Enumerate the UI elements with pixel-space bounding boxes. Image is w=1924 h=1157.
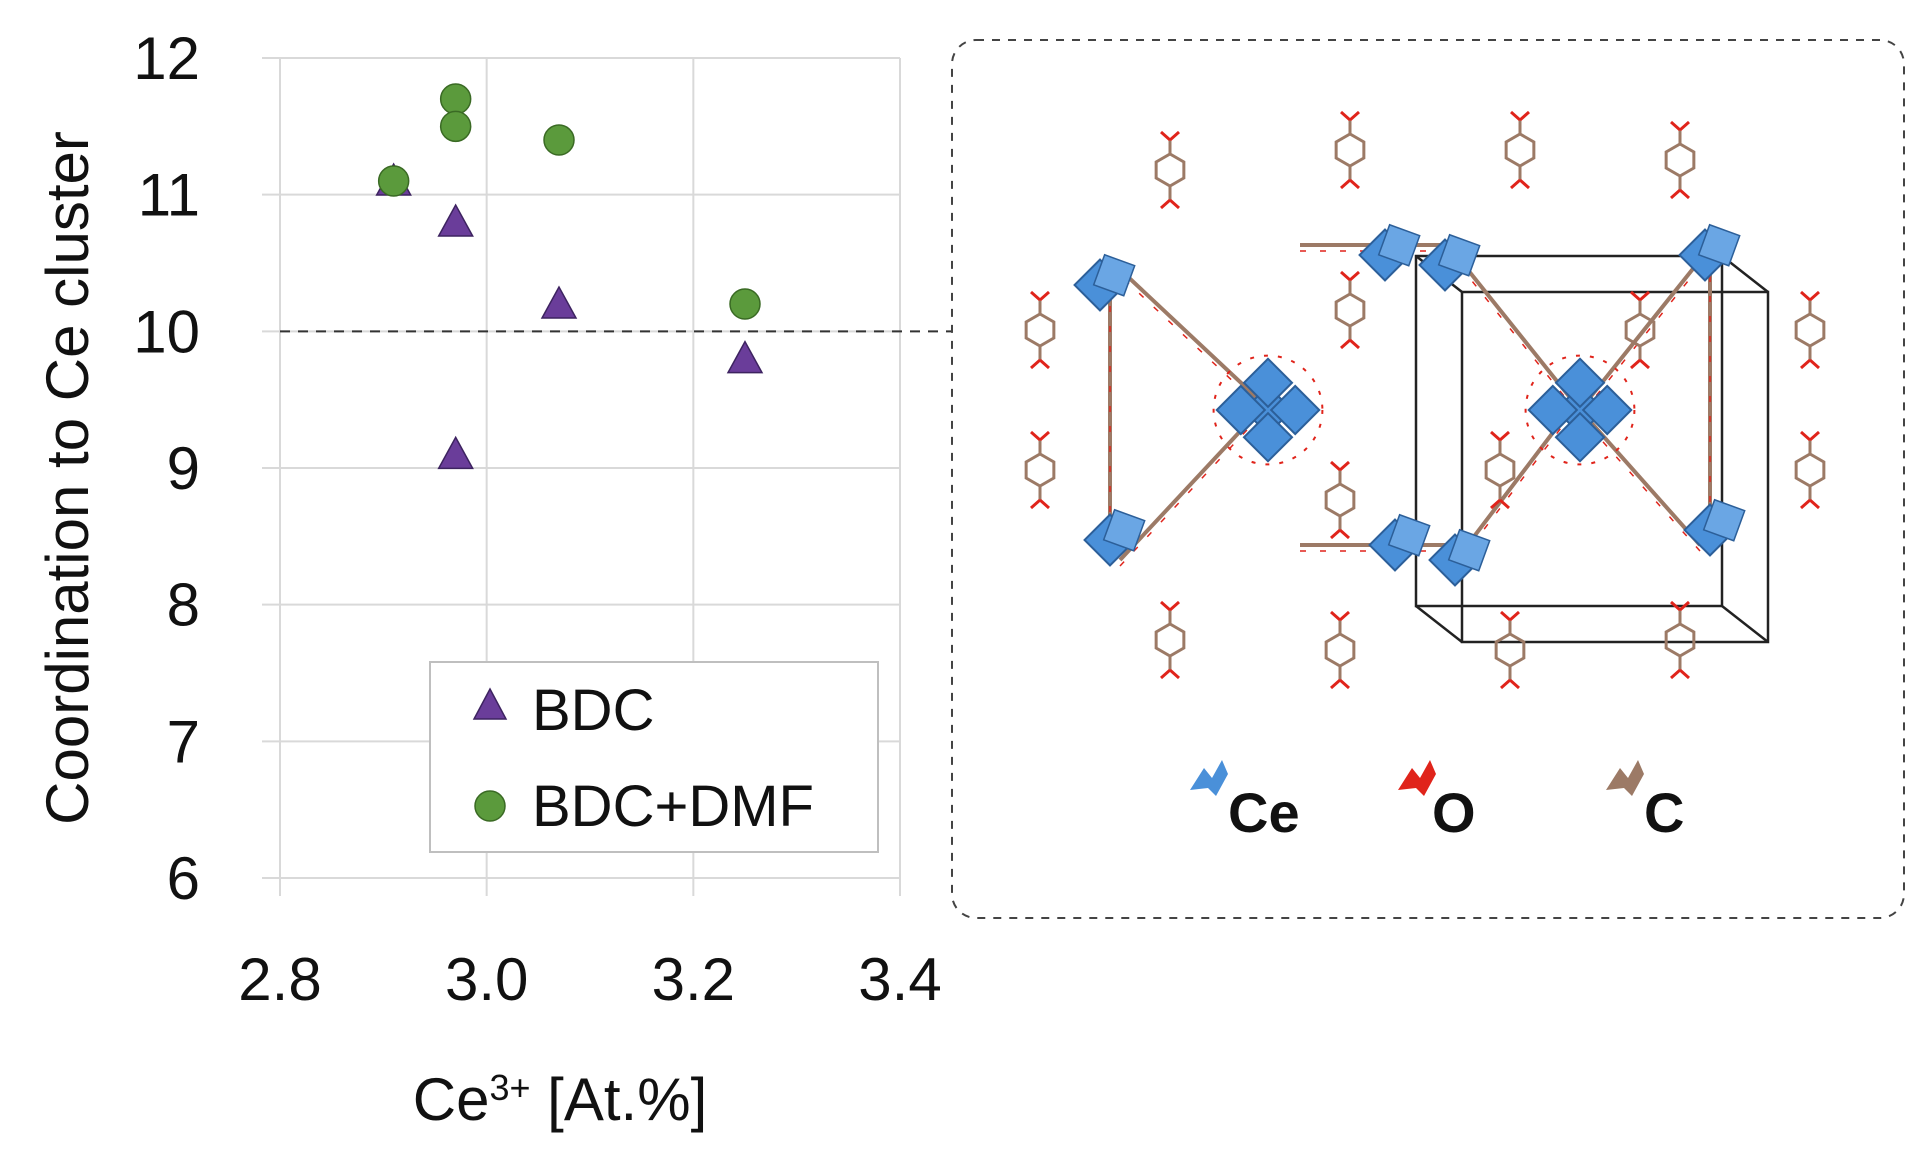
ce-cluster-top-mid <box>1358 223 1421 282</box>
bdc-linker-5 <box>1024 430 1056 510</box>
bdc-linker-7 <box>1794 430 1826 510</box>
y-axis-title: Coordination to Ce cluster <box>34 131 101 825</box>
ce-cluster-bottom-mid <box>1368 513 1431 572</box>
bdc-dmf-point <box>439 110 472 143</box>
bdc-linker-13 <box>1324 460 1356 540</box>
bdc-linker-6 <box>1794 290 1826 370</box>
legend-box <box>429 661 879 853</box>
structure-legend-c-label: C <box>1644 781 1684 844</box>
linker-oxygen <box>1579 265 1701 417</box>
bdc-linker-15 <box>1624 290 1656 370</box>
ce-cluster-bottom-left <box>1083 508 1146 567</box>
bdc-linker-11 <box>1664 600 1696 680</box>
bdc-dmf-point <box>543 124 575 156</box>
structure-legend-o-label: O <box>1432 781 1476 844</box>
ce-cluster-bottom-mid2 <box>1428 528 1491 587</box>
y-tick-label: 6 <box>167 845 200 912</box>
bdc-dmf-point <box>439 83 472 115</box>
structure-legend: Ce O C <box>1190 760 1684 844</box>
bdc-dmf-point <box>377 165 410 197</box>
structure-legend-ce-label: Ce <box>1228 781 1300 844</box>
structure-legend-c: C <box>1606 760 1684 844</box>
y-tick-label: 7 <box>167 708 200 775</box>
x-axis-title: Ce3+ [At.%] <box>413 1066 707 1133</box>
x-tick-label: 3.0 <box>445 946 528 1013</box>
x-tick-labels: 2.8 3.0 3.2 3.4 <box>238 946 941 1013</box>
linker-oxygen <box>1459 265 1581 417</box>
bdc-point <box>437 435 474 470</box>
crystal-structure-image <box>1024 110 1826 690</box>
c-swatch-icon <box>1606 760 1644 796</box>
bdc-point <box>437 203 474 237</box>
y-tick-label: 8 <box>167 572 200 639</box>
legend-circle-marker <box>474 790 506 822</box>
bdc-linker-9 <box>1324 610 1356 690</box>
chart-legend: BDC BDC+DMF <box>429 661 879 853</box>
bdc-point <box>540 285 578 319</box>
bdc-point <box>726 340 764 374</box>
y-tick-labels: 6 7 8 9 10 11 12 <box>133 25 200 912</box>
bdc-linker-3 <box>1664 120 1696 200</box>
o-swatch-icon <box>1398 760 1436 796</box>
y-tick-label: 9 <box>167 435 200 502</box>
ce-swatch-icon <box>1190 760 1228 796</box>
ce-cluster-center-left <box>1212 354 1324 466</box>
bdc-linker-2 <box>1504 110 1536 190</box>
structure-panel-border <box>951 39 1905 919</box>
x-tick-label: 2.8 <box>238 946 321 1013</box>
ce-cluster-top-left <box>1073 253 1136 312</box>
structure-legend-o: O <box>1398 760 1476 844</box>
bdc-linker-12 <box>1334 270 1366 350</box>
y-tick-label: 12 <box>133 25 200 92</box>
x-tick-label: 3.2 <box>652 946 735 1013</box>
bdc-linker-8 <box>1154 600 1186 680</box>
legend-label-bdc: BDC <box>532 678 654 743</box>
bdc-linker-14 <box>1484 430 1516 510</box>
ce-cluster-top-right <box>1678 223 1741 282</box>
ce-cluster-bottom-right <box>1683 498 1746 557</box>
ce-cluster-top-mid2 <box>1418 233 1481 292</box>
bdc-linker-0 <box>1154 130 1186 210</box>
legend-label-bdc-dmf: BDC+DMF <box>532 774 814 839</box>
linker-strut <box>1118 408 1262 562</box>
y-tick-label: 10 <box>133 298 200 365</box>
linker-oxygen <box>1119 415 1261 567</box>
structure-legend-ce: Ce <box>1190 760 1300 844</box>
ce-cluster-center-right <box>1524 354 1636 466</box>
x-tick-label: 3.4 <box>858 946 941 1013</box>
data-points <box>375 83 764 470</box>
y-tick-label: 11 <box>138 162 200 229</box>
bdc-dmf-point <box>729 288 761 320</box>
bdc-linker-1 <box>1334 110 1366 190</box>
legend-triangle-marker <box>472 687 508 720</box>
bdc-linker-4 <box>1024 290 1056 370</box>
linker-strut <box>1108 258 1272 412</box>
bdc-linker-10 <box>1494 610 1526 690</box>
